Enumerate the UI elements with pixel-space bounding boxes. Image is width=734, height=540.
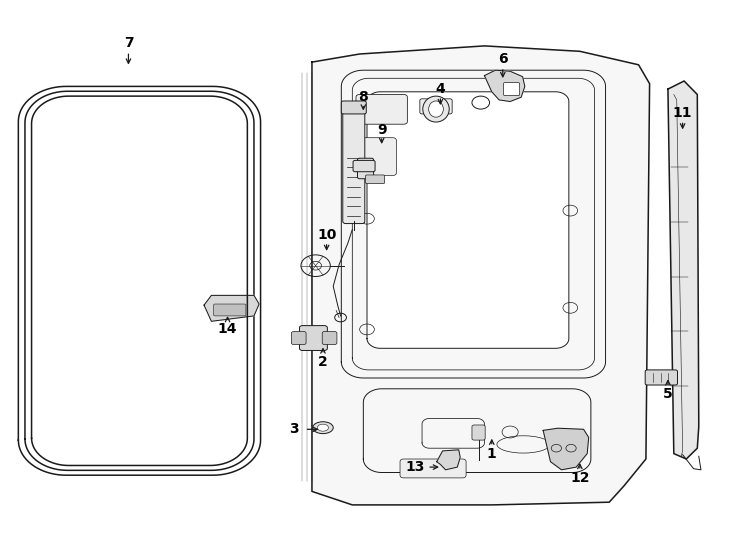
Polygon shape (367, 92, 569, 348)
Polygon shape (437, 450, 460, 470)
Text: 6: 6 (498, 52, 508, 66)
Polygon shape (204, 295, 259, 321)
FancyBboxPatch shape (400, 459, 466, 478)
Polygon shape (668, 81, 699, 459)
Polygon shape (312, 46, 650, 505)
Text: 7: 7 (123, 36, 134, 50)
FancyBboxPatch shape (356, 94, 407, 124)
Text: 3: 3 (288, 422, 299, 436)
Text: 4: 4 (435, 82, 446, 96)
FancyBboxPatch shape (322, 332, 337, 345)
Polygon shape (543, 428, 589, 470)
Text: 8: 8 (358, 90, 368, 104)
Text: 10: 10 (317, 228, 336, 242)
FancyBboxPatch shape (366, 175, 385, 184)
Text: 12: 12 (570, 471, 589, 485)
Ellipse shape (423, 96, 449, 122)
Ellipse shape (313, 422, 333, 434)
FancyBboxPatch shape (353, 160, 375, 172)
Text: 1: 1 (487, 447, 497, 461)
Text: 2: 2 (318, 355, 328, 369)
Text: 11: 11 (673, 106, 692, 120)
FancyBboxPatch shape (352, 138, 396, 176)
Text: 5: 5 (663, 387, 673, 401)
FancyBboxPatch shape (420, 99, 452, 114)
FancyBboxPatch shape (357, 158, 374, 179)
FancyBboxPatch shape (645, 370, 677, 385)
FancyBboxPatch shape (472, 425, 485, 440)
FancyBboxPatch shape (343, 106, 365, 224)
Polygon shape (484, 70, 525, 102)
FancyBboxPatch shape (291, 332, 306, 345)
FancyBboxPatch shape (214, 304, 246, 316)
FancyBboxPatch shape (299, 326, 327, 350)
Text: 13: 13 (405, 460, 424, 474)
Ellipse shape (429, 101, 443, 117)
FancyBboxPatch shape (504, 83, 520, 96)
Text: 14: 14 (218, 322, 237, 336)
Ellipse shape (317, 424, 328, 431)
Text: 9: 9 (377, 123, 387, 137)
FancyBboxPatch shape (341, 101, 366, 114)
